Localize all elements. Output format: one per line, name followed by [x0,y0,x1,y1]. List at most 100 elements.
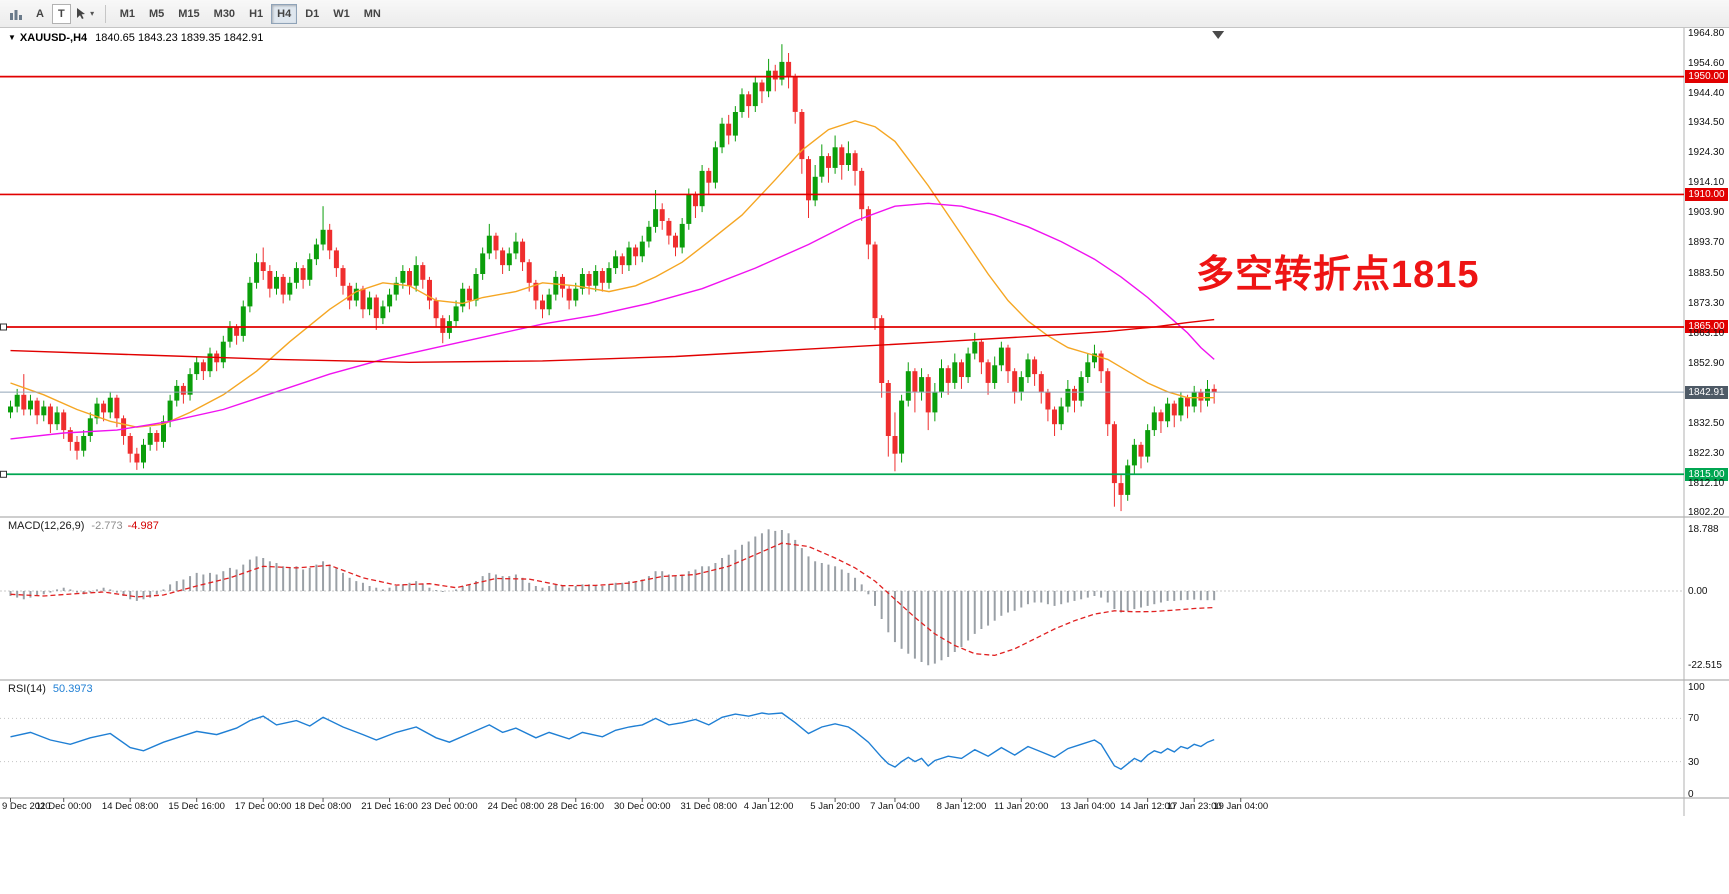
tab-timeframe-m5[interactable]: M5 [143,4,170,24]
candle-body-115 [772,70,778,80]
candle-body-102 [686,194,692,224]
candle-body-91 [613,256,619,269]
candle-body-18 [127,436,133,454]
symbol-dropdown-icon[interactable]: ▼ [8,33,16,42]
candle-body-63 [427,279,432,301]
candle-body-120 [806,159,811,201]
candles-layer [8,44,1217,512]
candle-body-79 [533,282,539,301]
candle-body-1 [14,394,20,407]
text-tool-button[interactable]: T [51,3,71,24]
candle-body-40 [274,276,279,289]
candle-body-180 [1205,388,1210,401]
tab-timeframe-d1[interactable]: D1 [299,4,325,24]
candle-body-75 [506,253,512,266]
candle-body-87 [586,274,592,286]
candle-body-48 [327,229,333,251]
candle-body-122 [819,156,825,177]
candle-body-78 [526,262,532,283]
candle-body-38 [260,262,266,271]
candle-body-152 [1018,377,1024,392]
candle-body-181 [1211,388,1217,393]
dropdown-caret-icon: ▾ [90,9,95,18]
candle-body-154 [1032,359,1038,375]
candle-body-176 [1178,397,1184,416]
candle-body-9 [67,430,73,442]
candle-body-60 [407,271,412,286]
candle-body-33 [227,327,233,342]
candle-body-116 [779,61,785,80]
candle-body-97 [653,209,659,227]
tab-timeframe-m30[interactable]: M30 [208,4,241,24]
candle-body-129 [865,209,871,245]
candle-body-165 [1105,371,1111,425]
candle-body-71 [480,253,486,274]
candle-body-166 [1111,424,1117,484]
candle-body-131 [879,318,885,383]
candle-body-51 [347,285,353,301]
rsi-name: RSI(14) [8,683,46,695]
candle-body-69 [466,288,472,301]
candle-body-82 [553,276,559,295]
candle-body-27 [187,374,193,395]
candle-body-114 [766,70,772,92]
candle-body-151 [1012,371,1018,392]
hline-handle-1865.00[interactable] [0,323,7,331]
candle-body-77 [520,241,526,263]
candle-body-61 [413,265,419,286]
tab-timeframe-mn[interactable]: MN [358,4,387,24]
candle-body-4 [34,400,40,416]
candle-body-101 [679,223,685,248]
rsi-indicator-label: RSI(14) 50.3973 [8,683,93,695]
candle-body-147 [985,362,991,383]
candle-body-28 [194,362,200,375]
candle-body-104 [699,170,705,207]
candle-body-156 [1045,391,1051,410]
tab-timeframe-m1[interactable]: M1 [114,4,141,24]
candle-body-92 [619,256,625,266]
ohlc-readout: 1840.65 1843.23 1839.35 1842.91 [95,32,264,44]
macd-main-value: -2.773 [91,520,123,532]
candle-body-121 [812,176,818,201]
candle-body-2 [21,394,27,410]
candle-body-98 [659,209,665,221]
candle-body-178 [1191,391,1197,407]
tab-timeframe-h1[interactable]: H1 [243,4,269,24]
tab-timeframe-m15[interactable]: M15 [172,4,205,24]
macd-histogram-layer [9,529,1216,666]
candle-body-109 [732,112,738,136]
candle-body-49 [333,250,339,269]
cursor-tool-button[interactable]: ▾ [73,3,97,25]
candle-body-142 [952,362,958,383]
arrow-style-button[interactable]: A [30,4,50,24]
chart-bars-glyph [10,9,22,20]
candle-body-113 [759,82,765,92]
candle-body-8 [61,412,67,431]
hline-handle-1815.00[interactable] [0,470,7,478]
candle-body-55 [373,297,379,319]
candle-body-171 [1145,430,1151,457]
candle-body-103 [693,194,698,207]
tab-timeframe-w1[interactable]: W1 [327,4,356,24]
candle-body-53 [360,288,366,310]
candle-body-145 [972,341,978,354]
candle-body-56 [380,306,386,319]
candle-body-36 [247,282,253,307]
chart-shift-marker[interactable] [1212,31,1225,39]
macd-indicator-label: MACD(12,26,9) -2.773 -4.987 [8,520,159,532]
candle-body-58 [393,282,399,295]
candle-body-70 [473,274,479,301]
candle-body-94 [633,247,639,257]
candle-body-112 [752,82,758,107]
chart-bars-icon[interactable] [4,3,28,25]
candle-body-95 [639,241,645,257]
candle-body-73 [493,235,499,251]
tab-timeframe-h4[interactable]: H4 [271,3,298,24]
candle-body-174 [1165,403,1171,422]
candle-body-39 [267,271,273,289]
candle-body-168 [1125,465,1131,495]
annotation-text[interactable]: 多空转折点1815 [1196,254,1480,296]
candle-body-30 [207,353,213,372]
candle-body-89 [599,271,605,283]
